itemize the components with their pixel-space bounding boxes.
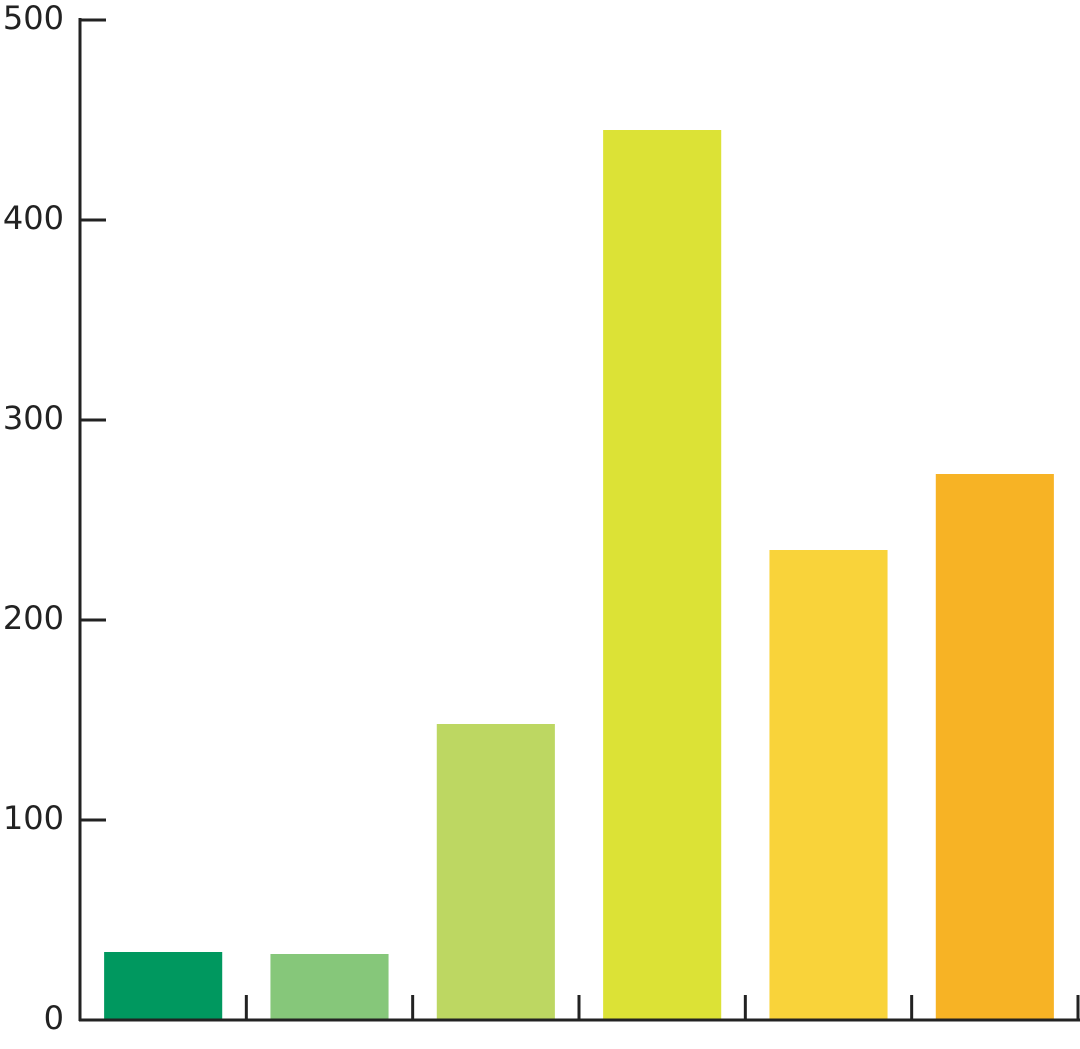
y-tick-label: 0 bbox=[44, 999, 64, 1037]
bar bbox=[270, 954, 389, 1020]
y-tick-label: 100 bbox=[3, 799, 64, 837]
y-tick-label: 400 bbox=[3, 199, 64, 237]
bar-layer bbox=[104, 130, 1054, 1020]
y-tick-label: 500 bbox=[3, 0, 64, 37]
axis-layer: 0 100 200 300 400 500 bbox=[3, 0, 1080, 1037]
bar bbox=[935, 474, 1054, 1020]
bar bbox=[603, 130, 722, 1020]
bar bbox=[436, 724, 555, 1020]
y-tick-label: 200 bbox=[3, 599, 64, 637]
bar bbox=[104, 952, 223, 1020]
bar bbox=[769, 550, 888, 1020]
y-tick-label: 300 bbox=[3, 399, 64, 437]
